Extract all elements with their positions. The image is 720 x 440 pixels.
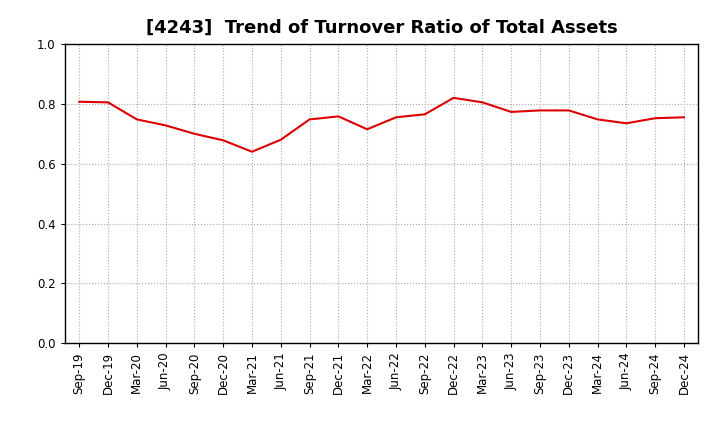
Title: [4243]  Trend of Turnover Ratio of Total Assets: [4243] Trend of Turnover Ratio of Total …	[145, 19, 618, 37]
